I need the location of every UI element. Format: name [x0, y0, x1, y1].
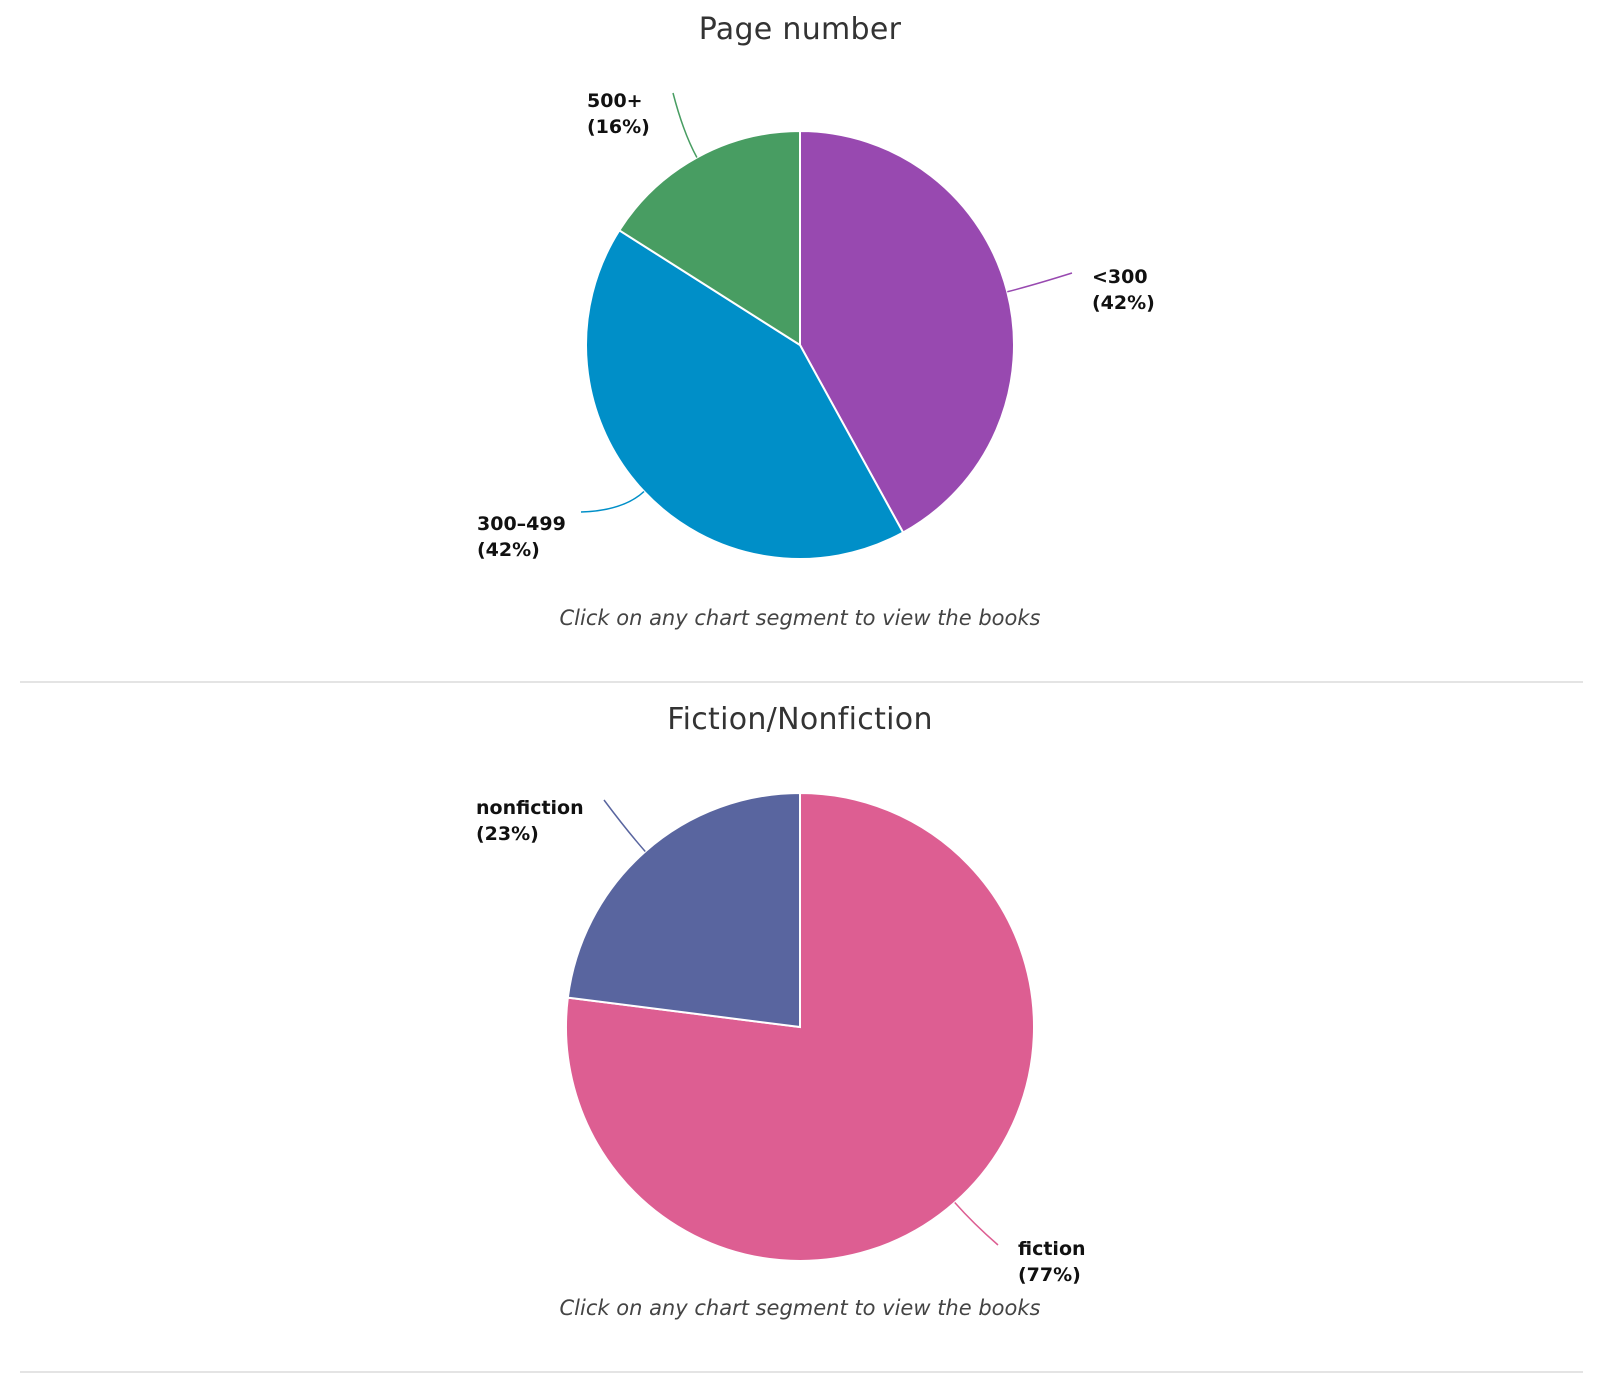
- slice-label-percent: (42%): [477, 539, 540, 561]
- label-connector: [954, 1202, 999, 1246]
- slice-label-name: 500+: [587, 90, 643, 112]
- pie-chart-fiction-nonfiction: fiction (77%) nonfiction (23%): [476, 791, 1086, 1286]
- pie-slice-300-499[interactable]: [585, 228, 905, 560]
- section-divider: [20, 681, 1583, 683]
- slice-label-percent: (16%): [587, 116, 650, 138]
- slice-label-percent: (42%): [1092, 292, 1155, 314]
- chart-section-page-number: Page number <300 (42%) 300–499 (42%) 500+ (16…: [0, 0, 1600, 690]
- chart-hint: Click on any chart segment to view the b…: [559, 1296, 1041, 1320]
- label-connector: [580, 490, 645, 513]
- pie-slice-300[interactable]: [799, 129, 1015, 534]
- slice-label-name: nonfiction: [476, 797, 584, 819]
- label-connector: [672, 92, 698, 158]
- slice-label-name: <300: [1092, 266, 1148, 288]
- pie-slice-500[interactable]: [617, 129, 801, 347]
- chart-section-fiction-nonfiction: Fiction/Nonfiction fiction (77%) nonfictio…: [0, 690, 1600, 1380]
- pie-slice-nonfiction[interactable]: [566, 791, 801, 1029]
- chart-hint: Click on any chart segment to view the b…: [559, 606, 1041, 630]
- slice-label-percent: (23%): [476, 823, 539, 845]
- label-connector: [603, 799, 646, 852]
- slice-label-name: 300–499: [477, 513, 566, 535]
- pie-chart-page-number: <300 (42%) 300–499 (42%) 500+ (16%): [477, 90, 1155, 561]
- slice-label-percent: (77%): [1018, 1264, 1081, 1286]
- slice-label-name: fiction: [1018, 1238, 1086, 1260]
- label-connector: [1007, 272, 1073, 293]
- section-divider: [20, 1371, 1583, 1373]
- chart-title: Page number: [698, 12, 902, 47]
- chart-title: Fiction/Nonfiction: [667, 702, 933, 737]
